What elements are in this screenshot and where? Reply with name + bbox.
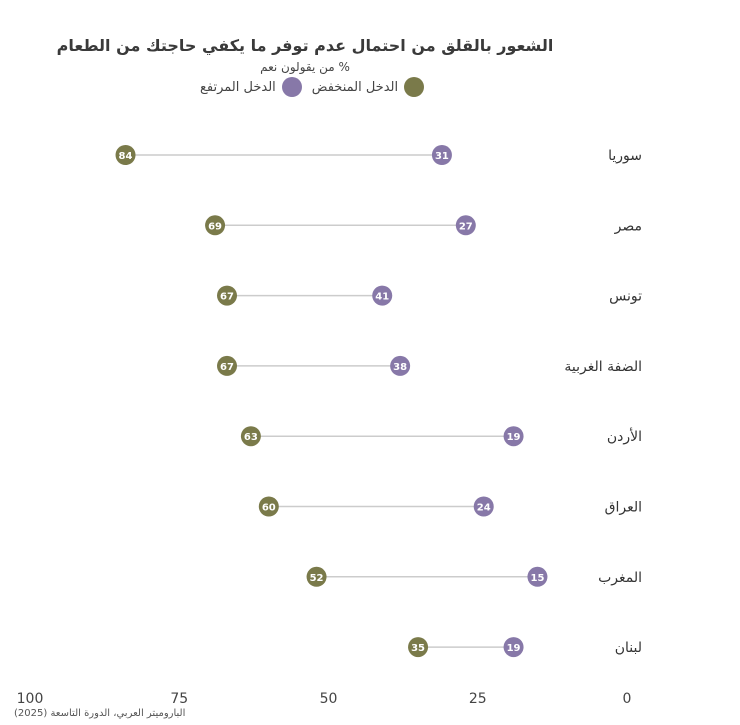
data-point	[205, 215, 226, 236]
category-label: سوريا	[608, 148, 642, 164]
data-label: 35	[411, 643, 425, 654]
category-label: الأردن	[607, 427, 642, 445]
data-point	[455, 215, 476, 236]
category-label: تونس	[609, 289, 642, 305]
data-point	[115, 145, 136, 165]
data-point	[431, 145, 452, 165]
data-label: 27	[459, 221, 473, 232]
data-label: 15	[530, 573, 544, 584]
data-point	[240, 426, 261, 447]
data-label: 41	[375, 292, 389, 303]
data-label: 60	[262, 503, 276, 514]
x-tick-label: 100	[17, 691, 44, 707]
data-point	[372, 285, 393, 306]
x-tick-label: 25	[469, 691, 487, 707]
data-point	[258, 496, 279, 517]
data-label: 52	[310, 573, 324, 584]
data-label: 67	[220, 362, 234, 373]
legend-label-high-income: الدخل المرتفع	[200, 79, 276, 95]
data-point	[217, 285, 238, 306]
data-label: 19	[507, 643, 521, 654]
data-label: 63	[244, 432, 258, 443]
legend: الدخل المنخفض الدخل المرتفع	[190, 77, 425, 97]
chart-title: الشعور بالقلق من احتمال عدم توفر ما يكفي…	[56, 36, 554, 55]
category-label: لبنان	[615, 640, 642, 656]
data-label: 67	[220, 292, 234, 303]
category-label: المغرب	[598, 570, 642, 586]
data-point	[408, 637, 429, 658]
data-point	[306, 566, 327, 587]
x-tick-label: 75	[170, 691, 188, 707]
legend-item-high-income: الدخل المرتفع	[200, 77, 302, 97]
legend-item-low-income: الدخل المنخفض	[311, 77, 425, 97]
data-point	[390, 355, 411, 376]
data-label: 84	[119, 151, 133, 162]
data-label: 69	[208, 221, 222, 232]
data-point	[503, 637, 524, 658]
category-label: مصر	[614, 218, 642, 234]
legend-label-low-income: الدخل المنخفض	[311, 79, 399, 95]
source-note: الباروميتر العربي، الدورة التاسعة (2025)	[14, 708, 186, 719]
legend-swatch-high-income	[281, 77, 302, 97]
x-tick-label: 50	[320, 691, 338, 707]
category-label: العراق	[605, 500, 642, 516]
data-point	[473, 496, 494, 517]
data-point	[217, 355, 238, 376]
data-point	[527, 566, 548, 587]
x-tick-label: 0	[623, 691, 632, 707]
data-label: 38	[393, 362, 407, 373]
data-point	[503, 426, 524, 447]
data-label: 31	[435, 151, 449, 162]
data-label: 19	[507, 432, 521, 443]
legend-swatch-low-income	[404, 77, 425, 97]
data-label: 24	[477, 503, 491, 514]
category-label: الضفة الغربية	[564, 359, 642, 375]
chart-subtitle: % من يقولون نعم	[260, 60, 350, 74]
